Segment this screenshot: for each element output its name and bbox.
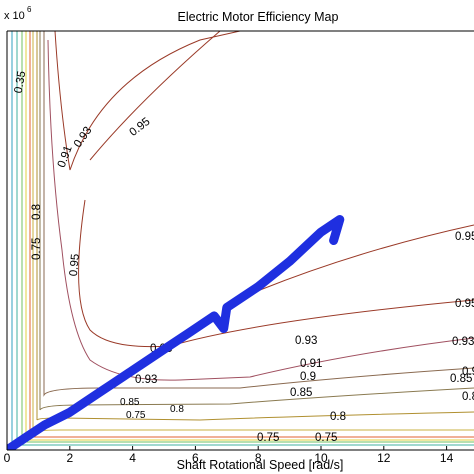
contour-label: 0.91: [300, 358, 322, 370]
contour-label: 0.75: [257, 432, 279, 444]
contour-label: 0.8: [330, 411, 346, 423]
operating-trajectory-line: [7, 215, 345, 450]
contour-label: 0.75: [31, 238, 43, 260]
contour-band-0.6: [21, 31, 474, 443]
contour-label: 0.95: [455, 231, 474, 243]
y-multiplier-exponent: 6: [27, 5, 32, 14]
contour-label: 0.95: [455, 298, 474, 310]
contour-label: 0.85: [120, 397, 140, 408]
contour-label: 0.8: [462, 391, 474, 403]
x-ticks: 0 2 4 6 8 10 12 14: [4, 446, 454, 465]
x-tick-label: 2: [66, 451, 73, 465]
contour-label: 0.93: [72, 125, 95, 150]
contour-0.95-far: [259, 224, 474, 291]
contour-label: 0.85: [290, 387, 312, 399]
contour-label: 0.85: [450, 373, 472, 385]
contour-0.85: [36, 31, 474, 421]
contour-labels: 0.95 0.95 0.95 0.95 0.95 0.93 0.93 0.93 …: [13, 70, 474, 444]
x-tick-label: 10: [314, 451, 328, 465]
contour-band-0.5: [16, 31, 474, 446]
contour-label: 0.93: [135, 374, 157, 386]
x-axis-label: Shaft Rotational Speed [rad/s]: [177, 458, 344, 472]
x-tick-label: 14: [440, 451, 454, 465]
y-multiplier-label: x 10: [4, 10, 25, 22]
x-tick-label: 6: [192, 451, 199, 465]
contour-0.95-outer: [54, 31, 241, 171]
contour-label: 0.9: [300, 371, 316, 383]
contour-0.9: [39, 31, 474, 411]
contour-label: 0.95: [68, 253, 82, 276]
contour-label: 0.93: [452, 336, 474, 348]
contour-0.95-right: [89, 31, 221, 161]
x-tick-label: 4: [129, 451, 136, 465]
efficiency-contours: [7, 31, 474, 450]
contour-label: 0.75: [315, 432, 337, 444]
contour-label: 0.9: [462, 366, 474, 378]
contour-label: 0.8: [170, 404, 184, 415]
x-tick-label: 12: [377, 451, 391, 465]
contour-label: 0.95: [127, 116, 152, 139]
x-tick-label: 0: [4, 451, 11, 465]
contour-label: 0.93: [295, 335, 317, 347]
contour-0.95-inner: [78, 199, 474, 348]
contour-label: 0.35: [13, 70, 29, 94]
contour-label: 0.8: [31, 204, 43, 220]
x-tick-label: 8: [255, 451, 262, 465]
contour-band-0.7: [25, 31, 474, 441]
contour-0.91: [43, 31, 474, 397]
chart-title: Electric Motor Efficiency Map: [178, 10, 339, 24]
contour-0.93: [47, 39, 474, 381]
contour-label: 0.75: [126, 410, 146, 421]
